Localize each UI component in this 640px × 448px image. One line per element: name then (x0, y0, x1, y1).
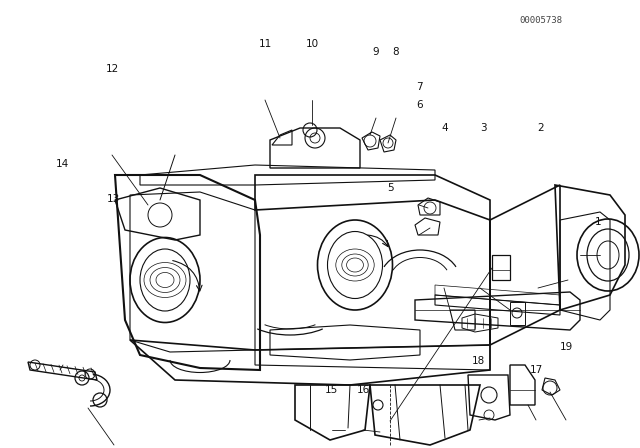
Text: 7: 7 (416, 82, 422, 92)
Text: 17: 17 (530, 365, 543, 375)
Text: 19: 19 (560, 342, 573, 352)
Text: 16: 16 (357, 385, 370, 395)
Text: 9: 9 (372, 47, 379, 56)
Text: 5: 5 (387, 183, 394, 193)
Text: 2: 2 (538, 123, 544, 133)
Text: 10: 10 (306, 39, 319, 49)
Text: 00005738: 00005738 (519, 16, 563, 25)
Text: 12: 12 (106, 65, 118, 74)
Text: 6: 6 (416, 100, 422, 110)
Text: 15: 15 (325, 385, 338, 395)
Text: 1: 1 (595, 217, 602, 227)
Text: 4: 4 (442, 123, 448, 133)
Text: 3: 3 (480, 123, 486, 133)
Text: 8: 8 (392, 47, 399, 56)
Text: 14: 14 (56, 159, 69, 168)
Text: 13: 13 (108, 194, 120, 204)
Text: 18: 18 (472, 356, 485, 366)
Text: 11: 11 (259, 39, 272, 49)
